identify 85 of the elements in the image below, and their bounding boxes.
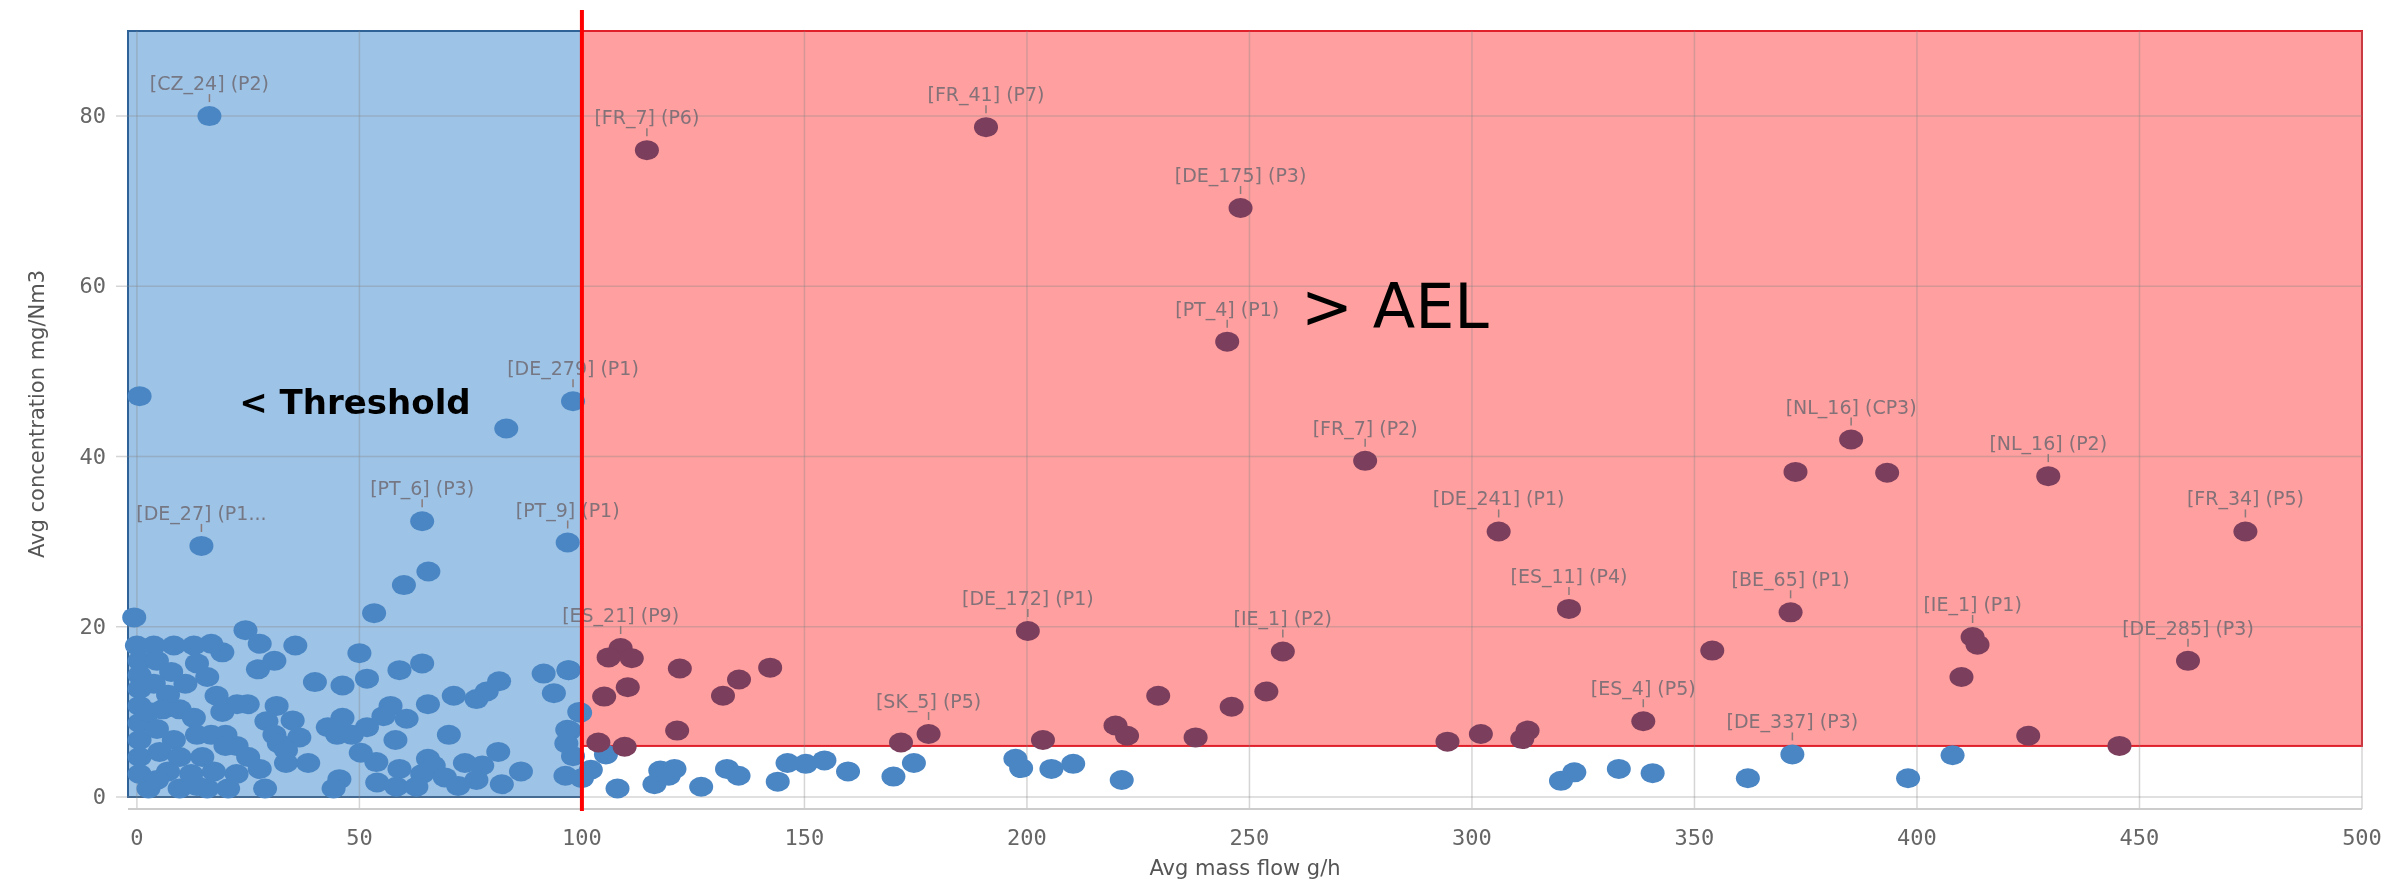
x-tick-label: 400 xyxy=(1897,825,1937,850)
annotation: [DE_285] (P3) xyxy=(2122,616,2254,640)
x-tick-label: 0 xyxy=(130,825,144,850)
point xyxy=(2016,725,2041,746)
annotation: [FR_7] (P2) xyxy=(1312,416,1418,440)
point xyxy=(1700,640,1725,661)
point xyxy=(1839,429,1864,450)
point xyxy=(916,724,941,745)
point xyxy=(592,686,617,707)
point xyxy=(1949,666,1974,687)
point xyxy=(1783,461,1808,482)
point xyxy=(619,648,644,669)
y-axis-title: Avg concentration mg/Nm3 xyxy=(25,269,49,559)
point xyxy=(1115,725,1140,746)
point xyxy=(1778,602,1803,623)
annotation: [DE_337] (P3) xyxy=(1726,710,1859,734)
y-tick-label: 80 xyxy=(79,103,106,129)
point xyxy=(1228,198,1253,219)
y-tick-label: 20 xyxy=(79,613,106,639)
point xyxy=(1219,696,1244,717)
x-tick-label: 100 xyxy=(562,825,602,850)
x-tick-label: 300 xyxy=(1452,825,1492,850)
point xyxy=(612,736,637,757)
point xyxy=(586,732,611,753)
annotation: [ES_4] (P5) xyxy=(1590,677,1696,701)
x-tick-label: 250 xyxy=(1229,825,1270,850)
point xyxy=(1030,729,1055,750)
annotation: [DE_172] (P1) xyxy=(962,587,1094,611)
point xyxy=(634,140,659,161)
point xyxy=(2233,521,2258,542)
point xyxy=(615,677,640,698)
point xyxy=(1183,727,1208,748)
y-tick-label: 60 xyxy=(79,273,106,299)
annotation: [DE_27] (P1... xyxy=(136,501,267,525)
point xyxy=(1215,331,1240,352)
annotation: [CZ_24] (P2) xyxy=(149,72,270,96)
annotation: [DE_175] (P3) xyxy=(1174,164,1307,188)
x-tick-label: 150 xyxy=(784,825,825,850)
x-tick-label: 350 xyxy=(1674,825,1715,850)
point xyxy=(2107,735,2132,756)
point xyxy=(2036,466,2061,487)
point xyxy=(1015,621,1040,642)
annotation: [IE_1] (P1) xyxy=(1923,592,2022,616)
point xyxy=(1875,462,1900,483)
point xyxy=(1556,598,1581,619)
annotation: [DE_241] (P1) xyxy=(1432,487,1565,511)
x-tick-label: 450 xyxy=(2119,825,2160,850)
annotation: [PT_4] (P1) xyxy=(1175,297,1280,321)
point xyxy=(1435,731,1460,752)
point xyxy=(1146,685,1171,706)
annotation: [FR_7] (P6) xyxy=(594,106,700,130)
point xyxy=(665,720,690,741)
point xyxy=(727,669,752,690)
point xyxy=(758,657,783,678)
annotation: [ES_11] (P4) xyxy=(1510,564,1628,588)
point xyxy=(710,685,735,706)
x-tick-label: 50 xyxy=(346,825,373,850)
annotation: [FR_41] (P7) xyxy=(927,83,1045,107)
point xyxy=(667,658,692,679)
point xyxy=(974,117,998,138)
annotation: [NL_16] (P2) xyxy=(1989,432,2108,456)
point xyxy=(1254,681,1279,702)
y-tick-label: 40 xyxy=(79,443,106,469)
annotation: [FR_34] (P5) xyxy=(2186,487,2304,511)
x-tick-label: 500 xyxy=(2342,825,2382,850)
y-tick-label: 0 xyxy=(92,784,106,809)
point xyxy=(889,732,913,753)
annotation: [PT_6] (P3) xyxy=(370,477,475,501)
annotation: [IE_1] (P2) xyxy=(1233,607,1333,631)
annotation: [BE_65] (P1) xyxy=(1731,568,1850,592)
band-label: > AEL xyxy=(1301,270,1490,344)
point xyxy=(1468,724,1493,745)
annotation: [SK_5] (P5) xyxy=(875,690,982,714)
point xyxy=(1353,450,1378,471)
point xyxy=(2176,650,2200,671)
x-tick-label: 200 xyxy=(1007,825,1047,850)
point xyxy=(1270,641,1295,662)
point xyxy=(1965,634,1990,655)
point xyxy=(1510,729,1535,750)
point xyxy=(1631,711,1656,732)
point xyxy=(596,647,621,668)
x-axis-title: Avg mass flow g/h xyxy=(1149,856,1341,880)
point xyxy=(1486,521,1511,542)
annotation: [NL_16] (CP3) xyxy=(1785,395,1917,419)
band-label: < Threshold xyxy=(239,382,471,422)
